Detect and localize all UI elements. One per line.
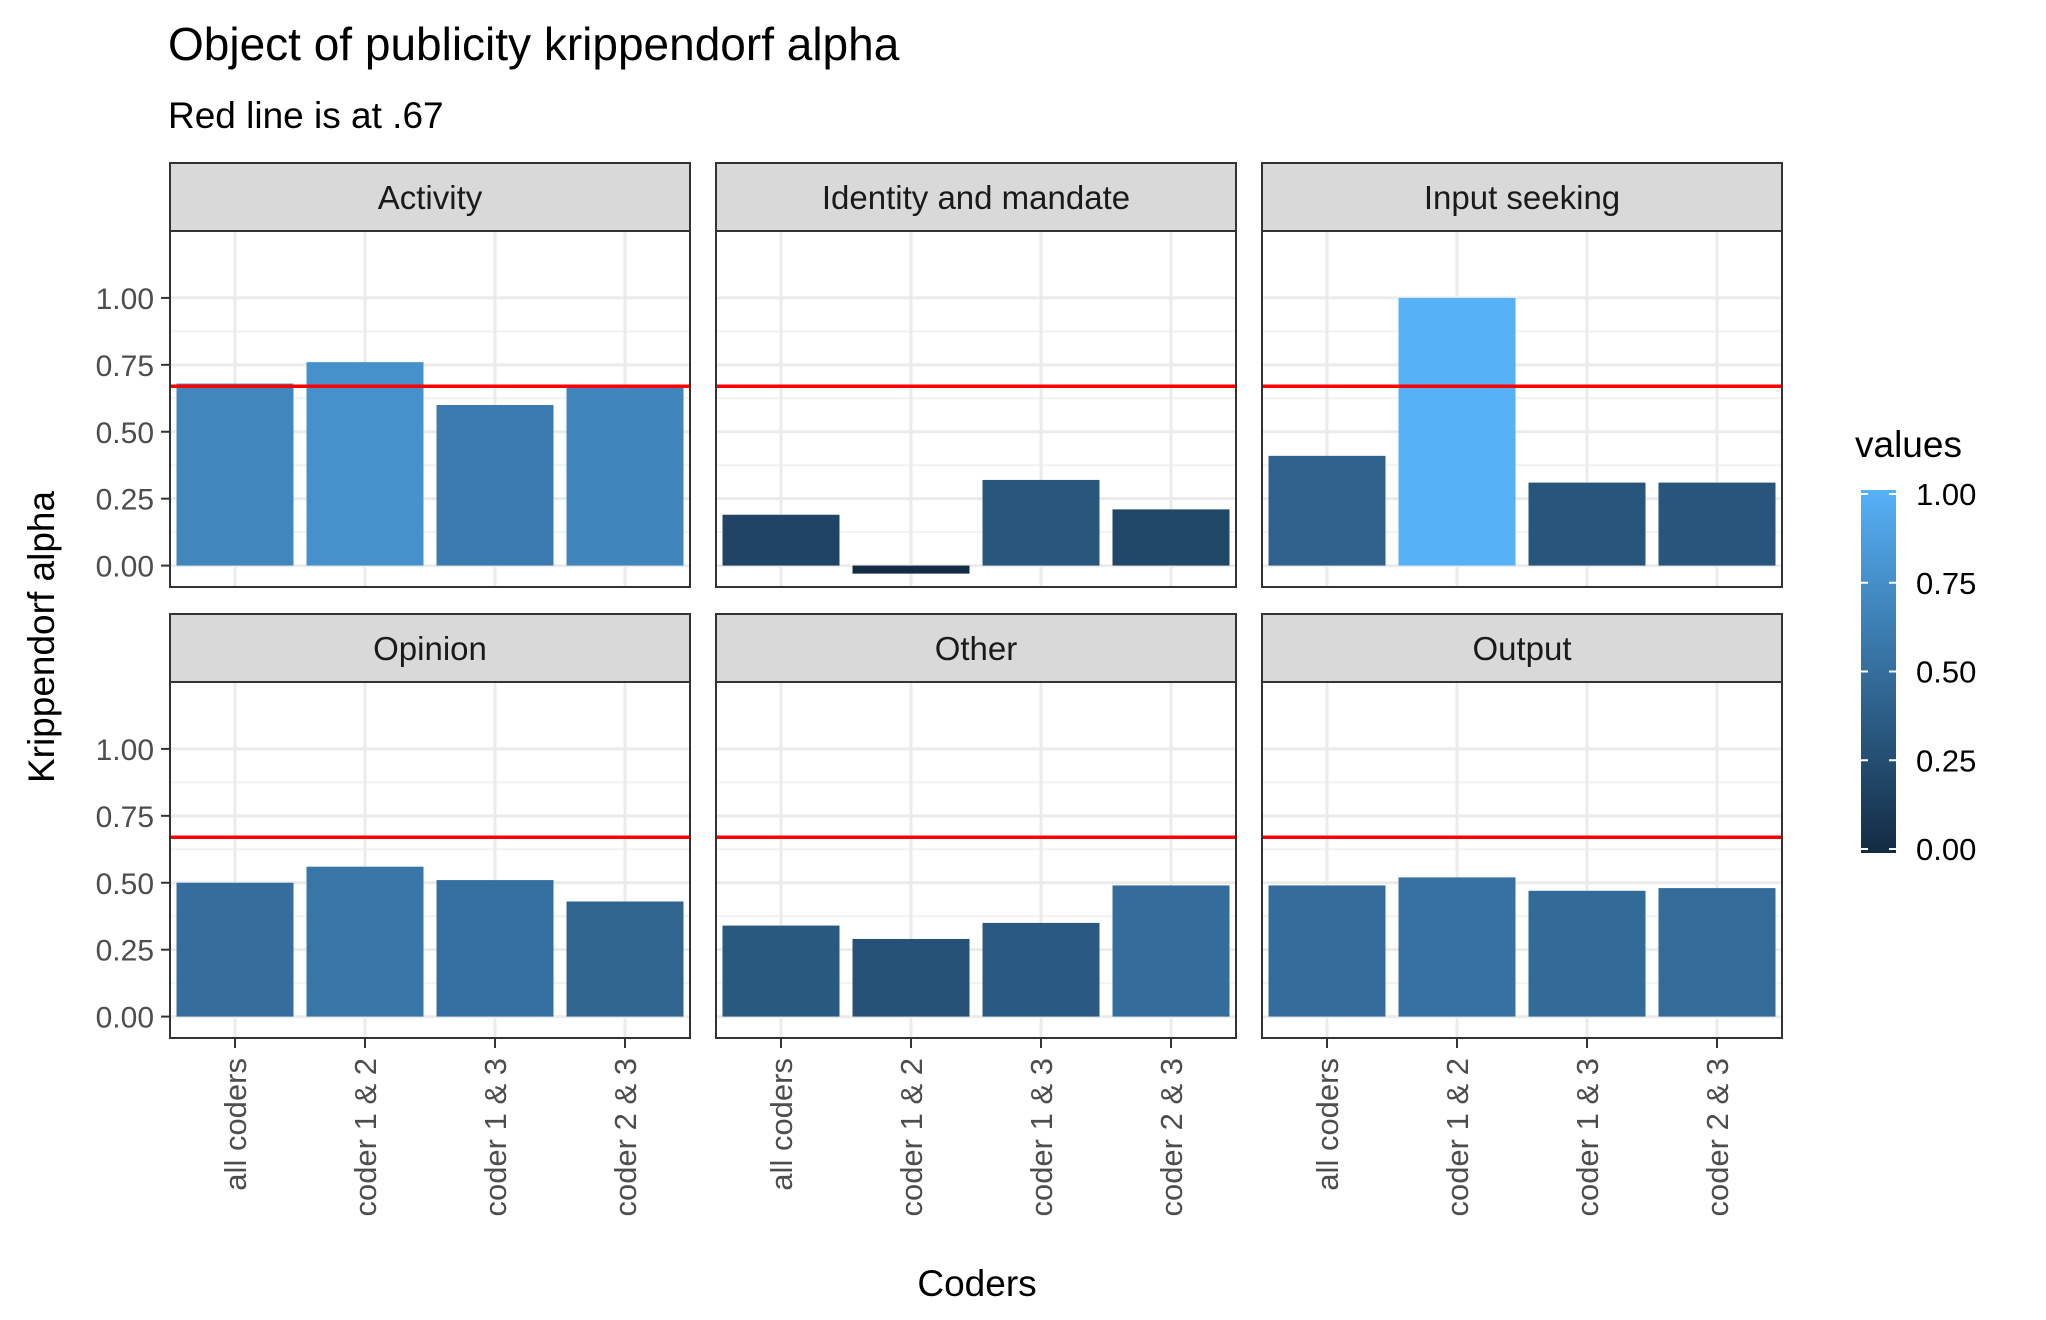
bar [852, 565, 970, 574]
facet-strip-label: Other [935, 630, 1018, 667]
bar [176, 882, 294, 1017]
facet-strip [715, 613, 1237, 683]
bar [436, 880, 554, 1017]
facet-strip-label: Activity [378, 179, 483, 216]
bar [566, 901, 684, 1017]
legend-tick-label: 0.25 [1916, 743, 1976, 778]
facet-strip-label: Identity and mandate [822, 179, 1130, 216]
bar [1268, 455, 1386, 566]
facet-panel: Other all coders coder 1 & 2 coder 1 & 3 cod… [715, 613, 1237, 1217]
x-tick-label: coder 2 & 3 [1700, 1058, 1735, 1217]
panel-border [1261, 681, 1783, 1039]
bar [982, 922, 1100, 1017]
x-tick-label: all coders [218, 1058, 253, 1191]
x-tick-label: coder 1 & 3 [1570, 1058, 1605, 1217]
bar [1398, 877, 1516, 1017]
facet-panels: Activity 0.00 0.25 0.50 0.75 1.00 Identity and… [96, 162, 1783, 1217]
y-tick-label: 0.75 [96, 350, 154, 383]
bar [306, 866, 424, 1017]
bar [1398, 297, 1516, 566]
bar [306, 362, 424, 566]
y-tick-label: 1.00 [96, 283, 154, 316]
chart-subtitle: Red line is at .67 [168, 95, 444, 136]
panel-border [715, 230, 1237, 588]
bar [722, 514, 840, 566]
bar [722, 925, 840, 1017]
facet-panel: Identity and mandate [715, 162, 1237, 588]
bar [1268, 885, 1386, 1017]
x-tick-label: coder 2 & 3 [1154, 1058, 1189, 1217]
bar [1528, 890, 1646, 1017]
x-tick-label: coder 1 & 3 [1024, 1058, 1059, 1217]
facet-strip-label: Input seeking [1424, 179, 1620, 216]
facet-strip-label: Opinion [373, 630, 487, 667]
legend-tick-label: 0.00 [1916, 832, 1976, 867]
legend-tick-label: 0.75 [1916, 566, 1976, 601]
panel-border [169, 681, 691, 1039]
facet-strip [1261, 162, 1783, 232]
facet-panel: Opinion 0.00 0.25 0.50 0.75 1.00 all coders cod… [96, 613, 691, 1217]
y-tick-label: 0.50 [96, 868, 154, 901]
bar [1112, 509, 1230, 566]
facet-strip [169, 162, 691, 232]
legend-tick-label: 1.00 [1916, 477, 1976, 512]
bar [1112, 885, 1230, 1017]
bar [436, 404, 554, 566]
x-tick-label: all coders [764, 1058, 799, 1191]
x-tick-label: coder 1 & 2 [348, 1058, 383, 1217]
facet-strip [169, 613, 691, 683]
x-tick-label: coder 1 & 3 [478, 1058, 513, 1217]
y-tick-label: 0.00 [96, 1002, 154, 1035]
legend-tick-label: 0.50 [1916, 655, 1976, 690]
x-axis-title: Coders [917, 1263, 1036, 1304]
y-tick-label: 0.00 [96, 551, 154, 584]
facet-panel: Input seeking [1261, 162, 1783, 588]
panel-border [169, 230, 691, 588]
facet-strip [1261, 613, 1783, 683]
bar [176, 383, 294, 566]
y-axis-title: Krippendorf alpha [21, 491, 62, 784]
facet-strip [715, 162, 1237, 232]
bar [1658, 482, 1776, 566]
bar [1658, 888, 1776, 1017]
panel-border [1261, 230, 1783, 588]
y-tick-label: 0.50 [96, 417, 154, 450]
y-tick-label: 0.25 [96, 935, 154, 968]
x-tick-label: all coders [1310, 1058, 1345, 1191]
x-tick-label: coder 1 & 2 [1440, 1058, 1475, 1217]
facet-panel: Output all coders coder 1 & 2 coder 1 & 3 co… [1261, 613, 1783, 1217]
legend-title: values [1855, 424, 1962, 465]
panel-border [715, 681, 1237, 1039]
bar [982, 479, 1100, 566]
color-legend: 0.00 0.25 0.50 0.75 1.00 [1861, 477, 1976, 867]
x-tick-label: coder 2 & 3 [608, 1058, 643, 1217]
bar [566, 386, 684, 566]
facet-panel: Activity 0.00 0.25 0.50 0.75 1.00 [96, 162, 691, 588]
y-tick-label: 1.00 [96, 734, 154, 767]
y-tick-label: 0.25 [96, 484, 154, 517]
y-tick-label: 0.75 [96, 801, 154, 834]
bar [852, 938, 970, 1017]
x-tick-label: coder 1 & 2 [894, 1058, 929, 1217]
bar [1528, 482, 1646, 566]
facet-strip-label: Output [1472, 630, 1571, 667]
chart-title: Object of publicity krippendorf alpha [168, 18, 900, 70]
